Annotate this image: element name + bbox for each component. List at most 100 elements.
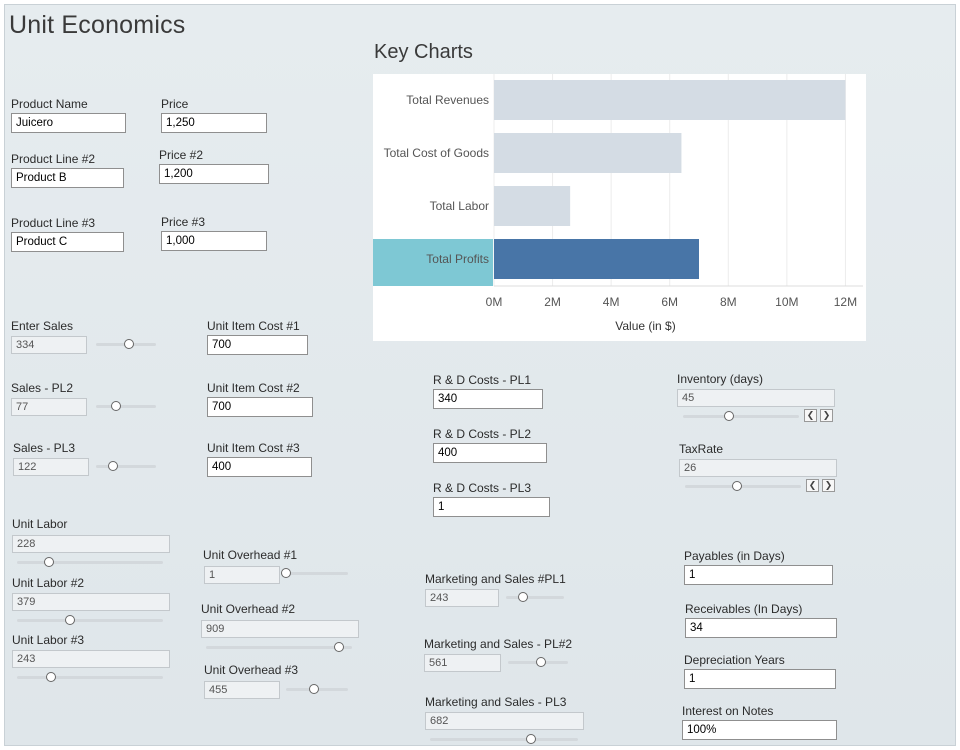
unit-overhead-2-value[interactable]: 909 xyxy=(201,620,359,638)
bar[interactable] xyxy=(494,133,682,173)
price-label: Price xyxy=(161,97,189,111)
category-label: Total Labor xyxy=(430,199,489,213)
bar[interactable] xyxy=(494,239,699,279)
depreciation-input[interactable]: 1 xyxy=(684,669,836,689)
price-2-input[interactable]: 1,200 xyxy=(159,164,269,184)
rnd-pl2-input[interactable]: 400 xyxy=(433,443,547,463)
receivables-label: Receivables (In Days) xyxy=(685,602,803,616)
marketing-pl2-value[interactable]: 561 xyxy=(424,654,501,672)
inventory-increment-button[interactable]: ❯ xyxy=(820,409,833,422)
slider-thumb[interactable] xyxy=(64,615,75,625)
price-2-label: Price #2 xyxy=(159,148,204,162)
x-tick-label: 6M xyxy=(661,295,678,309)
unit-overhead-3-slider[interactable] xyxy=(286,684,348,694)
rnd-pl2-label: R & D Costs - PL2 xyxy=(433,427,532,441)
slider-thumb[interactable] xyxy=(732,481,743,491)
enter-sales-slider[interactable] xyxy=(96,339,156,349)
page-title: Unit Economics xyxy=(9,11,186,39)
sales-pl3-slider[interactable] xyxy=(96,461,156,471)
unit-labor-2-slider[interactable] xyxy=(17,615,163,625)
inventory-label: Inventory (days) xyxy=(677,372,764,386)
unit-labor-3-value[interactable]: 243 xyxy=(12,650,170,668)
taxrate-slider[interactable] xyxy=(685,481,801,491)
unit-labor-2-label: Unit Labor #2 xyxy=(12,576,85,590)
taxrate-decrement-button[interactable]: ❮ xyxy=(806,479,819,492)
x-tick-label: 4M xyxy=(603,295,620,309)
unit-overhead-3-label: Unit Overhead #3 xyxy=(204,663,299,677)
unit-item-cost-3-label: Unit Item Cost #3 xyxy=(207,441,300,455)
slider-thumb[interactable] xyxy=(518,592,529,602)
price-3-input[interactable]: 1,000 xyxy=(161,231,267,251)
product-line-3-input[interactable]: Product C xyxy=(11,232,124,252)
price-3-label: Price #3 xyxy=(161,215,206,229)
sales-pl3-label: Sales - PL3 xyxy=(13,441,76,455)
unit-item-cost-2-label: Unit Item Cost #2 xyxy=(207,381,300,395)
marketing-pl3-value[interactable]: 682 xyxy=(425,712,584,730)
slider-thumb[interactable] xyxy=(44,557,55,567)
slider-thumb[interactable] xyxy=(281,568,291,578)
marketing-pl1-label: Marketing and Sales #PL1 xyxy=(425,572,566,586)
unit-overhead-3-value[interactable]: 455 xyxy=(204,681,280,699)
marketing-pl2-label: Marketing and Sales - PL#2 xyxy=(424,637,573,651)
chart-title: Key Charts xyxy=(374,41,473,63)
category-label: Total Revenues xyxy=(406,93,489,107)
bar[interactable] xyxy=(494,80,846,120)
marketing-pl3-label: Marketing and Sales - PL3 xyxy=(425,695,567,709)
category-label: Total Profits xyxy=(426,252,489,266)
price-input[interactable]: 1,250 xyxy=(161,113,267,133)
interest-label: Interest on Notes xyxy=(682,704,774,718)
unit-labor-value[interactable]: 228 xyxy=(12,535,170,553)
marketing-pl1-slider[interactable] xyxy=(506,592,564,602)
marketing-pl2-slider[interactable] xyxy=(508,657,568,667)
taxrate-value[interactable]: 26 xyxy=(679,459,837,477)
unit-labor-label: Unit Labor xyxy=(12,517,68,531)
category-label: Total Cost of Goods xyxy=(384,146,489,160)
taxrate-increment-button[interactable]: ❯ xyxy=(822,479,835,492)
slider-thumb[interactable] xyxy=(333,642,344,652)
receivables-input[interactable]: 34 xyxy=(685,618,837,638)
slider-thumb[interactable] xyxy=(724,411,735,421)
sales-pl3-value[interactable]: 122 xyxy=(13,458,89,476)
payables-input[interactable]: 1 xyxy=(684,565,833,585)
marketing-pl1-value[interactable]: 243 xyxy=(425,589,499,607)
bar[interactable] xyxy=(494,186,571,226)
unit-item-cost-3-input[interactable]: 400 xyxy=(207,457,312,477)
chevron-right-icon: ❯ xyxy=(822,410,831,420)
rnd-pl3-input[interactable]: 1 xyxy=(433,497,550,517)
marketing-pl3-slider[interactable] xyxy=(430,734,578,744)
unit-labor-slider[interactable] xyxy=(17,557,163,567)
chevron-left-icon: ❮ xyxy=(806,410,815,420)
slider-thumb[interactable] xyxy=(45,672,56,682)
unit-labor-3-slider[interactable] xyxy=(17,672,163,682)
depreciation-label: Depreciation Years xyxy=(684,653,785,667)
enter-sales-value[interactable]: 334 xyxy=(11,336,87,354)
product-line-3-label: Product Line #3 xyxy=(11,216,96,230)
slider-thumb[interactable] xyxy=(110,401,121,411)
inventory-value[interactable]: 45 xyxy=(677,389,835,407)
sales-pl2-slider[interactable] xyxy=(96,401,156,411)
sales-pl2-value[interactable]: 77 xyxy=(11,398,87,416)
chevron-left-icon: ❮ xyxy=(808,480,817,490)
rnd-pl1-input[interactable]: 340 xyxy=(433,389,543,409)
unit-labor-3-label: Unit Labor #3 xyxy=(12,633,85,647)
slider-thumb[interactable] xyxy=(536,657,546,667)
slider-thumb[interactable] xyxy=(124,339,134,349)
unit-overhead-1-label: Unit Overhead #1 xyxy=(203,548,298,562)
rnd-pl3-label: R & D Costs - PL3 xyxy=(433,481,532,495)
slider-thumb[interactable] xyxy=(308,684,319,694)
slider-thumb[interactable] xyxy=(525,734,536,744)
product-line-2-input[interactable]: Product B xyxy=(11,168,124,188)
inventory-decrement-button[interactable]: ❮ xyxy=(804,409,817,422)
unit-overhead-1-value[interactable]: 1 xyxy=(204,566,280,584)
slider-thumb[interactable] xyxy=(107,461,118,471)
inventory-slider[interactable] xyxy=(683,411,799,421)
unit-item-cost-2-input[interactable]: 700 xyxy=(207,397,313,417)
interest-input[interactable]: 100% xyxy=(682,720,837,740)
unit-overhead-2-label: Unit Overhead #2 xyxy=(201,602,296,616)
unit-overhead-1-slider[interactable] xyxy=(281,568,348,578)
product-name-input[interactable]: Juicero xyxy=(11,113,126,133)
unit-overhead-2-slider[interactable] xyxy=(206,642,352,652)
unit-labor-2-value[interactable]: 379 xyxy=(12,593,170,611)
rnd-pl1-label: R & D Costs - PL1 xyxy=(433,373,532,387)
unit-item-cost-1-input[interactable]: 700 xyxy=(207,335,308,355)
